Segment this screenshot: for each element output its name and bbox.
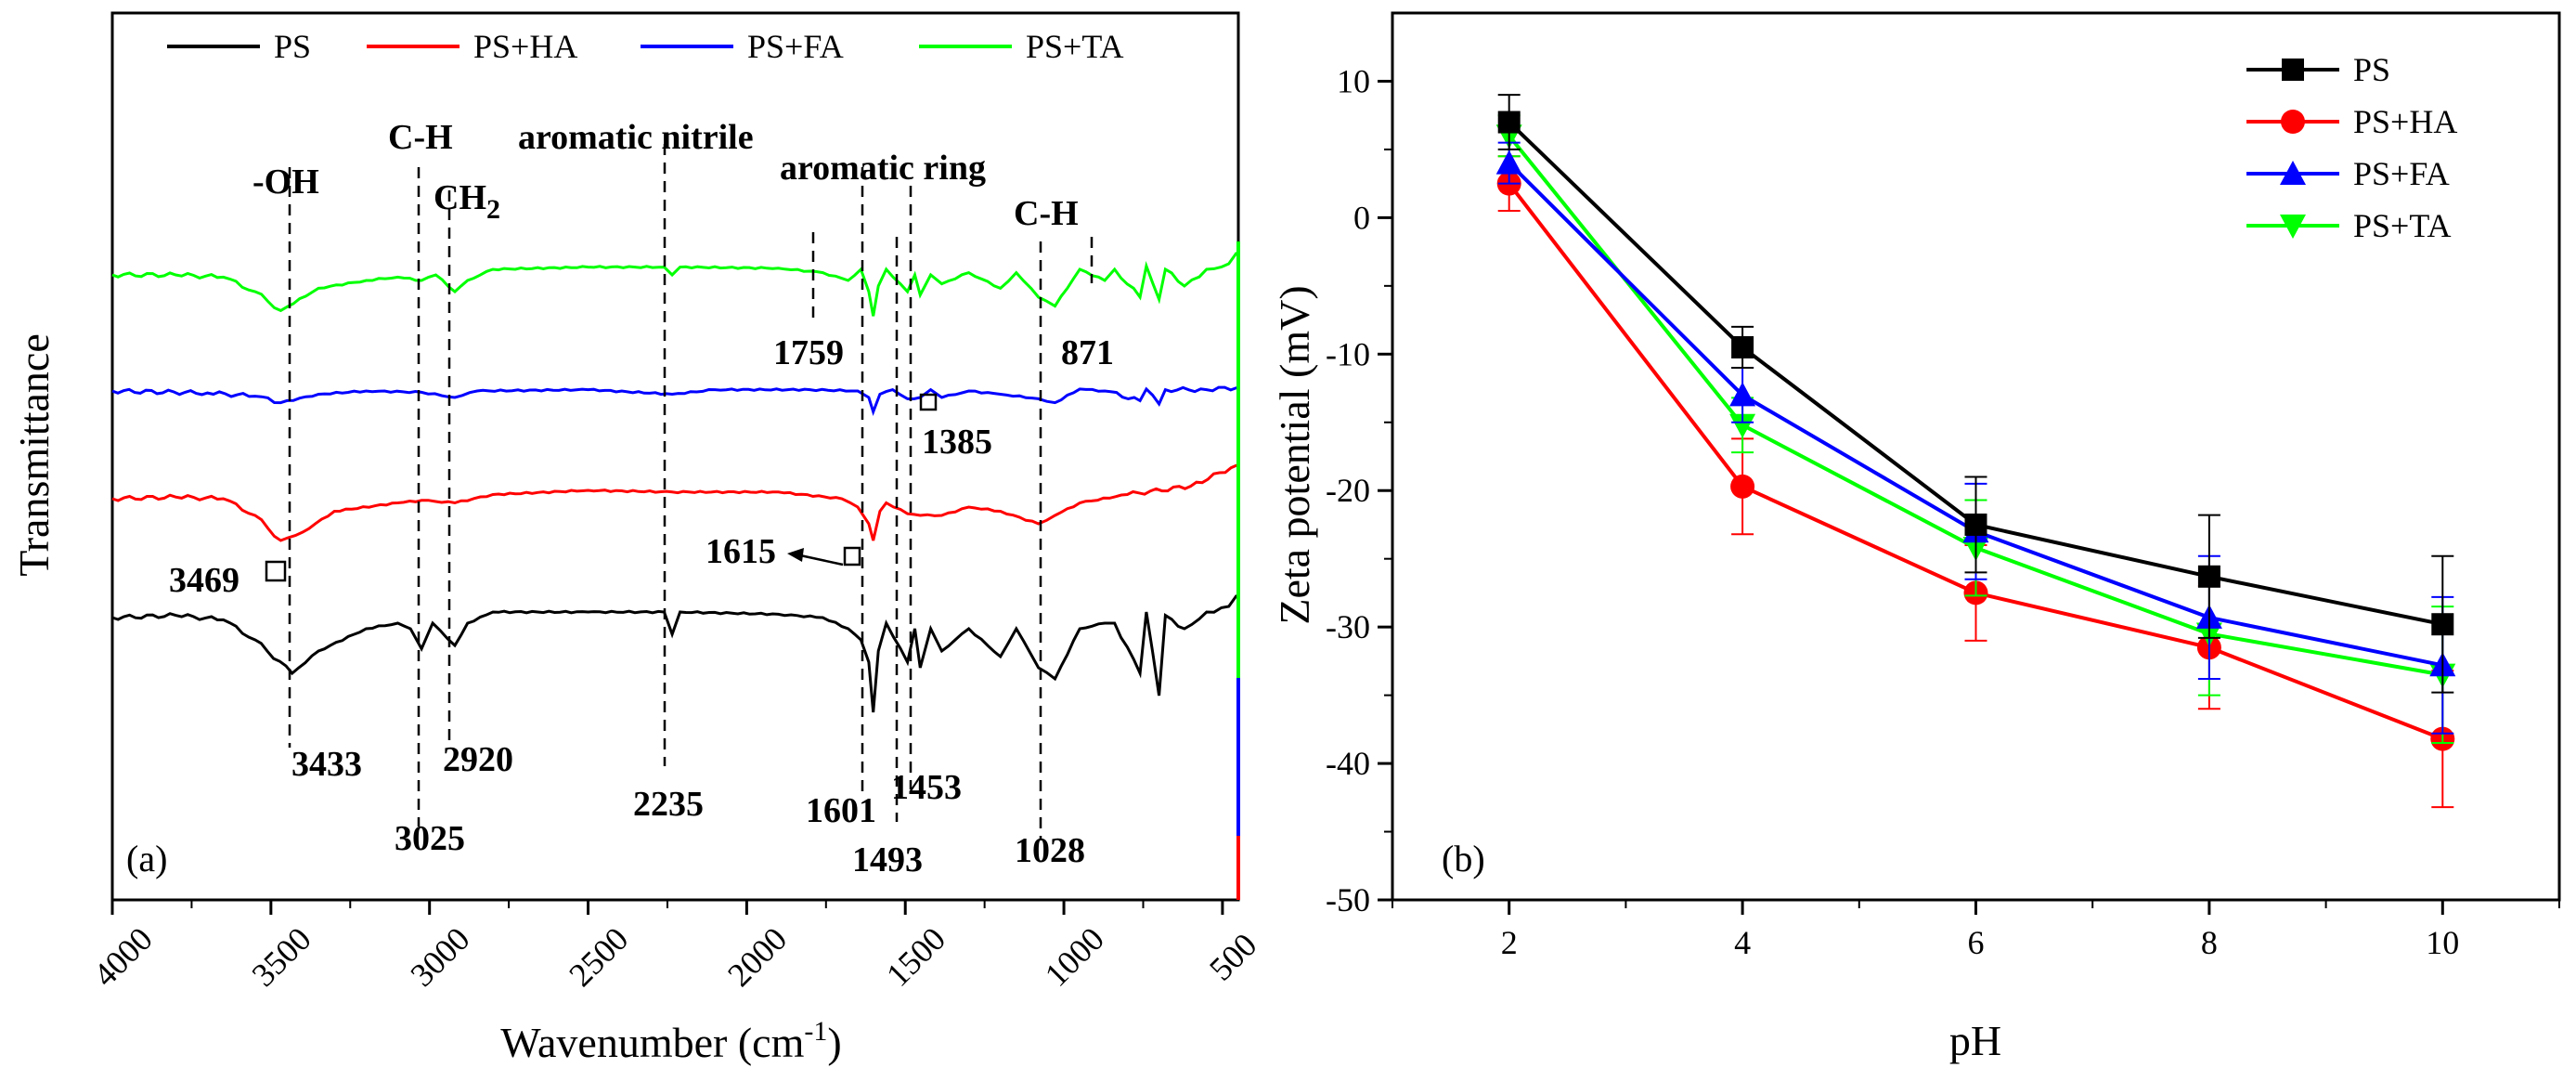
zeta-y-axis-title: Zeta potential (mV) <box>1271 285 1318 624</box>
peak-label-1453: 1453 <box>891 768 962 807</box>
zeta-y-tick-label: -40 <box>1326 745 1370 782</box>
peak-label-1493: 1493 <box>852 840 923 879</box>
data-point-ps <box>2197 565 2220 588</box>
data-point-ps <box>1731 335 1754 358</box>
zeta-x-tick-label: 4 <box>1734 924 1751 961</box>
annotation-aromatic-nitrile: aromatic nitrile <box>518 118 754 157</box>
legend-label-ps-ha: PS+HA <box>2353 103 2457 140</box>
ftir-x-tick-label: 3000 <box>403 920 476 994</box>
data-point-ps-fa <box>1495 150 1522 175</box>
zeta-x-axis-title: pH <box>1949 1017 2001 1064</box>
ftir-x-tick-label: 2500 <box>562 920 635 994</box>
zeta-y-tick-label: 0 <box>1353 199 1370 236</box>
zeta-y-tick-label: -30 <box>1326 608 1370 645</box>
zeta-y-tick-label: -20 <box>1326 472 1370 509</box>
legend-label-ps-ta: PS+TA <box>1026 28 1123 65</box>
data-point-ps-fa <box>1729 382 1756 407</box>
zeta-y-tick-label: -10 <box>1326 335 1370 372</box>
panel-label-b: (b) <box>1442 838 1485 879</box>
ftir-x-tick-label: 1000 <box>1038 920 1111 994</box>
legend-label-ps-fa: PS+FA <box>2353 155 2450 192</box>
data-point-ps <box>2431 613 2454 636</box>
legend-label-ps-ta: PS+TA <box>2353 207 2451 244</box>
zeta-series <box>1495 94 2456 809</box>
ftir-y-axis-title: Transmittance <box>10 333 58 577</box>
ftir-x-tick-label: 1500 <box>879 920 952 994</box>
annotation-ch2: CH2 <box>434 178 500 225</box>
ftir-x-tick-label: 2000 <box>720 920 794 994</box>
ftir-x-tick-label: 500 <box>1202 926 1263 987</box>
legend-label-ps-ha: PS+HA <box>473 28 577 65</box>
data-point-ps-ha <box>1730 474 1755 499</box>
arrow-head-1615 <box>787 548 804 562</box>
spectrum-ps-ha <box>111 463 1237 542</box>
peak-label-3025: 3025 <box>395 819 465 858</box>
marker-box-1615 <box>843 546 861 567</box>
marker-box-1385 <box>919 393 938 411</box>
spectrum-ps-fa <box>111 385 1237 416</box>
ftir-panel: 4000 3500 3000 2500 2000 1500 1000 500 PS PS+HA… <box>10 11 1263 1066</box>
ftir-legend: PS PS+HA PS+FA PS+TA <box>167 28 1123 65</box>
ftir-x-tick-label: 4000 <box>86 920 160 994</box>
spectrum-ps <box>111 594 1238 713</box>
legend-marker-ps-fa <box>2280 161 2306 185</box>
peak-label-2235: 2235 <box>633 785 704 824</box>
zeta-x-tick-label: 2 <box>1501 924 1518 961</box>
data-point-ps <box>1497 111 1521 134</box>
ftir-peak-guides <box>288 144 1240 900</box>
legend-label-ps-fa: PS+FA <box>747 28 844 65</box>
series-line-ps-ha <box>1508 182 2444 741</box>
peak-label-1759: 1759 <box>773 333 844 372</box>
zeta-axes: 10 0 -10 -20 -30 -40 -50 2 4 6 8 10 <box>1326 62 2560 961</box>
peak-label-1385: 1385 <box>922 423 992 462</box>
peak-label-3433: 3433 <box>291 745 362 784</box>
legend-label-ps: PS <box>2353 51 2390 88</box>
panel-label-a: (a) <box>126 838 167 879</box>
zeta-x-tick-label: 10 <box>2426 924 2459 961</box>
zeta-y-tick-label: -50 <box>1326 881 1370 918</box>
zeta-y-tick-label: 10 <box>1337 62 1370 99</box>
peak-label-1615: 1615 <box>705 532 776 571</box>
annotation-ch-aliphatic: C-H <box>1014 194 1079 233</box>
data-point-ps-ta <box>1729 413 1756 438</box>
ftir-x-axis-title: Wavenumber (cm-1) <box>500 1016 841 1066</box>
marker-box-3469 <box>265 560 287 582</box>
zeta-legend: PS PS+HA PS+FA PS+TA <box>2246 51 2457 244</box>
annotation-aromatic-ring: aromatic ring <box>780 149 986 188</box>
annotation-ch-aromatic: C-H <box>388 118 453 157</box>
arrow-1615 <box>799 554 844 567</box>
annotation-oh: -OH <box>252 163 319 202</box>
peak-label-2920: 2920 <box>443 740 513 779</box>
ftir-x-axis: 4000 3500 3000 2500 2000 1500 1000 500 <box>86 900 1263 994</box>
zeta-panel: 10 0 -10 -20 -30 -40 -50 2 4 6 8 10 PS PS+HA PS+FA PS+… <box>1271 11 2561 1064</box>
peak-label-1028: 1028 <box>1015 831 1085 870</box>
legend-marker-ps <box>2282 59 2304 81</box>
zeta-x-tick-label: 6 <box>1968 924 1985 961</box>
spectrum-ps-ta <box>111 252 1238 317</box>
legend-label-ps: PS <box>274 28 311 65</box>
peak-label-1601: 1601 <box>806 791 876 830</box>
peak-label-3469: 3469 <box>169 561 239 600</box>
legend-marker-ps-ha <box>2281 110 2305 134</box>
ftir-x-tick-label: 3500 <box>245 920 318 994</box>
ftir-spectra <box>111 252 1238 713</box>
peak-label-871: 871 <box>1061 333 1114 372</box>
legend-marker-ps-ta <box>2280 215 2306 239</box>
data-point-ps <box>1964 513 1987 536</box>
zeta-plot-frame <box>1391 11 2561 902</box>
zeta-x-tick-label: 8 <box>2201 924 2218 961</box>
